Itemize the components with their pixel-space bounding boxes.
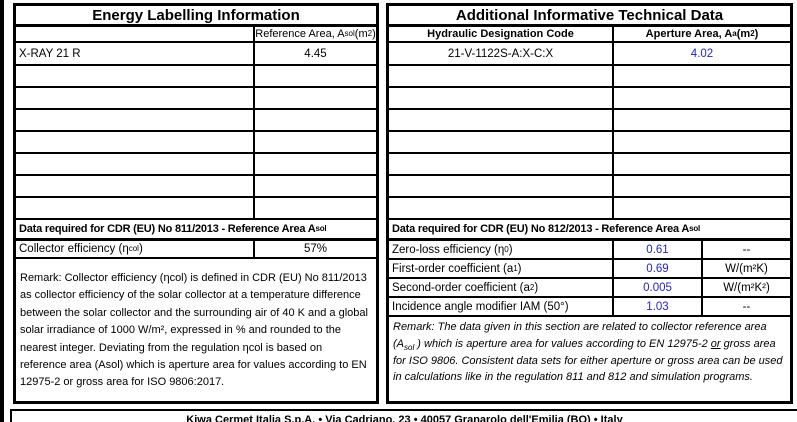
zero-loss-efficiency-value: 0.61 xyxy=(614,241,703,258)
incidence-angle-modifier-label: Incidence angle modifier IAM (50°) xyxy=(389,298,614,315)
product-row: X-RAY 21 R 4.45 xyxy=(16,43,376,66)
empty-cell xyxy=(255,154,376,174)
empty-row xyxy=(389,132,790,154)
empty-cell xyxy=(614,132,790,152)
empty-cell xyxy=(255,198,376,218)
empty-cell xyxy=(255,110,376,130)
hydraulic-designation-header: Hydraulic Designation Code xyxy=(389,27,614,41)
empty-cell xyxy=(16,66,255,86)
empty-cell xyxy=(389,110,614,130)
empty-cell xyxy=(389,154,614,174)
energy-labelling-table: Energy Labelling Information Reference A… xyxy=(13,3,379,404)
empty-cell xyxy=(389,88,614,108)
empty-row xyxy=(16,198,376,220)
footer-box: Kiwa Cermet Italia S.p.A. • Via Cadriano… xyxy=(10,409,797,422)
empty-row xyxy=(16,110,376,132)
first-order-coefficient-value: 0.69 xyxy=(614,260,703,277)
empty-row xyxy=(16,176,376,198)
first-order-coefficient-unit: W/(m²K) xyxy=(725,262,768,275)
empty-row xyxy=(389,176,790,198)
empty-cell xyxy=(389,132,614,152)
hydraulic-code-row: 21-V-1122S-A:X-C:X 4.02 xyxy=(389,43,790,66)
zero-loss-efficiency-row: Zero-loss efficiency (η 0 ) 0.61 -- xyxy=(389,241,790,260)
empty-cell xyxy=(16,154,255,174)
remark-811-text: Remark: Collector efficiency (ηcol) is d… xyxy=(20,272,368,389)
empty-cell xyxy=(16,176,255,196)
empty-cell xyxy=(614,154,790,174)
empty-header-cell xyxy=(16,27,255,41)
empty-cell xyxy=(255,176,376,196)
footer-company-address: Kiwa Cermet Italia S.p.A. • Via Cadriano… xyxy=(186,414,623,422)
empty-cell xyxy=(255,88,376,108)
outer-frame-edge xyxy=(0,0,4,422)
empty-row xyxy=(16,154,376,176)
empty-cell xyxy=(614,66,790,86)
second-order-coefficient-row: Second-order coefficient (a 2) 0.005 W/(m… xyxy=(389,279,790,298)
empty-cell xyxy=(389,66,614,86)
empty-cell xyxy=(16,198,255,218)
empty-row xyxy=(389,154,790,176)
empty-cell xyxy=(389,198,614,218)
empty-cell xyxy=(255,66,376,86)
empty-cell xyxy=(614,88,790,108)
additional-technical-data-table: Additional Informative Technical Data Hy… xyxy=(386,3,793,404)
zero-loss-efficiency-label: Zero-loss efficiency (η 0 ) xyxy=(389,241,614,258)
empty-row xyxy=(389,88,790,110)
hydraulic-aperture-header-row: Hydraulic Designation Code Aperture Area… xyxy=(389,27,790,43)
incidence-angle-modifier-row: Incidence angle modifier IAM (50°) 1.03 … xyxy=(389,298,790,317)
additional-data-title: Additional Informative Technical Data xyxy=(389,6,790,27)
first-order-coefficient-row: First-order coefficient (a 1) 0.69 W/(m²K… xyxy=(389,260,790,279)
second-order-coefficient-unit: W/(m²K²) xyxy=(723,281,770,294)
empty-row xyxy=(389,198,790,220)
empty-cell xyxy=(255,132,376,152)
remark-812-box: Remark: The data given in this section a… xyxy=(389,317,790,401)
empty-row xyxy=(16,88,376,110)
aperture-area-value: 4.02 xyxy=(690,47,714,60)
empty-cell xyxy=(614,110,790,130)
empty-cell xyxy=(16,132,255,152)
second-order-coefficient-value: 0.005 xyxy=(614,279,703,296)
empty-cell xyxy=(16,110,255,130)
incidence-angle-modifier-value: 1.03 xyxy=(614,298,703,315)
zero-loss-efficiency-unit: -- xyxy=(742,243,751,256)
empty-cell xyxy=(16,88,255,108)
product-name: X-RAY 21 R xyxy=(16,43,255,64)
empty-row xyxy=(16,132,376,154)
empty-row xyxy=(16,66,376,88)
reference-area-value: 4.45 xyxy=(304,47,327,60)
remark-811-box: Remark: Collector efficiency (ηcol) is d… xyxy=(16,259,376,401)
cdr-812-header: Data required for CDR (EU) No 812/2013 -… xyxy=(389,220,790,241)
collector-efficiency-value: 57% xyxy=(303,243,328,255)
empty-row xyxy=(389,110,790,132)
first-order-coefficient-label: First-order coefficient (a 1) xyxy=(389,260,614,277)
cdr-811-header: Data required for CDR (EU) No 811/2013 -… xyxy=(16,220,376,241)
incidence-angle-modifier-unit: -- xyxy=(742,300,751,313)
empty-cell xyxy=(389,176,614,196)
remark-812-text: Remark: The data given in this section a… xyxy=(393,321,783,384)
empty-row xyxy=(389,66,790,88)
second-order-coefficient-label: Second-order coefficient (a 2) xyxy=(389,279,614,296)
energy-labelling-title: Energy Labelling Information xyxy=(16,6,376,27)
empty-cell xyxy=(614,176,790,196)
empty-cell xyxy=(614,198,790,218)
collector-efficiency-label: Collector efficiency (η col) xyxy=(16,241,255,257)
hydraulic-code-value: 21-V-1122S-A:X-C:X xyxy=(389,43,614,64)
collector-efficiency-row: Collector efficiency (η col) 57% xyxy=(16,241,376,259)
